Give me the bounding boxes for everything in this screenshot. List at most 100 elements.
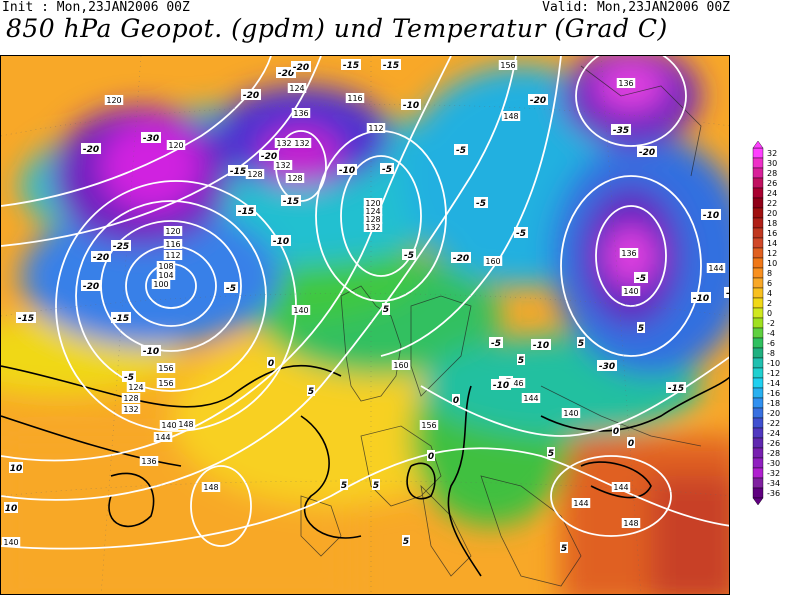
colorbar-tick-label: -8 (767, 349, 775, 358)
temperature-label: -5 (516, 229, 526, 239)
temperature-label-bg (291, 61, 311, 72)
geopotential-label: 156 (158, 364, 173, 373)
temperature-label-bg (276, 67, 296, 78)
temperature-label: -5 (404, 251, 414, 261)
temperature-label: 0 (428, 452, 434, 462)
temperature-label-bg (267, 357, 275, 368)
colorbar-swatch (752, 337, 764, 349)
colorbar-tick-label: 14 (767, 239, 777, 248)
geopotential-label-bg (245, 169, 265, 179)
colorbar-swatch (752, 427, 764, 439)
geopotential-label-bg (126, 382, 146, 392)
temperature-label: -20 (83, 145, 99, 155)
temperature-label: 5 (341, 481, 347, 491)
geopotential-label: 120 (365, 199, 380, 208)
temperature-label-bg (427, 450, 435, 461)
temperature-isolines (1, 364, 729, 577)
temperature-label-bg (489, 337, 503, 348)
init-time-label: Init : Mon,23JAN2006 00Z (2, 0, 190, 15)
geopotential-label-bg (151, 279, 171, 289)
temperature-label-bg (372, 479, 380, 490)
geopotential-label: 136 (618, 79, 633, 88)
colorbar-tick-label: 22 (767, 199, 777, 208)
colorbar-swatch (752, 487, 764, 499)
colorbar-bottom-arrow (752, 497, 764, 506)
geopotential-label: 128 (123, 394, 138, 403)
color-scale-legend: 32 30 28 26 24 22 20 18 16 14 12 10 8 6 4 2 0 -2 -4 -6 -8 -10… (752, 140, 790, 510)
temperature-label-bg (271, 235, 291, 246)
temperature-label: -15 (230, 167, 246, 177)
geopotential-label: 148 (623, 519, 638, 528)
temperature-label-bg (401, 99, 421, 110)
geopotential-label-bg (159, 420, 179, 430)
colorbar-tick-label: -6 (767, 339, 775, 348)
geopotential-label: 140 (161, 421, 176, 430)
temperature-label-bg (491, 379, 511, 390)
colorbar-tick-label: 20 (767, 209, 777, 218)
colorbar-swatch (752, 477, 764, 489)
colorbar-swatch (752, 147, 764, 159)
geopotential-label: 144 (155, 433, 170, 442)
colorbar-swatch (752, 227, 764, 239)
temperature-label: -20 (639, 148, 655, 158)
geopotential-label-bg (363, 198, 383, 208)
colorbar-swatch (752, 457, 764, 469)
temperature-label: -10 (403, 101, 419, 111)
temperature-label: 0 (453, 396, 459, 406)
temperature-label: -10 (493, 381, 509, 391)
geopotential-label-bg (292, 138, 312, 148)
colorbar-tick-label: 2 (767, 299, 772, 308)
geopotential-label: 160 (485, 257, 500, 266)
temperature-label-bg (634, 272, 648, 283)
temperature-label-bg (340, 479, 348, 490)
colorbar-swatch (752, 297, 764, 309)
temperature-label: -10 (703, 211, 719, 221)
temperature-label-bg (612, 425, 620, 436)
geopotential-label: 148 (203, 483, 218, 492)
geopotential-label: 144 (573, 499, 588, 508)
temperature-label: -20 (530, 96, 546, 106)
geopotential-label: 124 (289, 84, 304, 93)
geopotential-label-bg (366, 123, 386, 133)
colorbar-swatch (752, 197, 764, 209)
temperature-label-bg (454, 144, 468, 155)
temperature-label: -20 (261, 152, 277, 162)
chart-title: 850 hPa Geopot. (gpdm) und Temperatur (G… (6, 14, 668, 43)
temperature-label-bg (637, 322, 645, 333)
geopotential-label: 108 (158, 262, 173, 271)
temperature-label-bg (531, 339, 551, 350)
geopotential-label-bg (419, 420, 439, 430)
geopotential-label: 128 (365, 215, 380, 224)
geopotential-label: 156 (158, 379, 173, 388)
temperature-label: -15 (283, 197, 299, 207)
geopotential-label-bg (285, 173, 305, 183)
geopotential-label: 160 (393, 361, 408, 370)
temperature-label-bg (637, 146, 657, 157)
temperature-label: 5 (518, 356, 524, 366)
geopotential-label: 136 (293, 109, 308, 118)
temperature-label-bg (701, 209, 721, 220)
colorbar-tick-label: -12 (767, 369, 780, 378)
geopotential-label: 124 (365, 207, 380, 216)
temperature-label-bg (337, 164, 357, 175)
temperature-labels: -20-20-30-15-20-20-15 -10 -5-10-15-5-5-5-2… (4, 59, 729, 554)
temperature-label-bg (452, 394, 460, 405)
temperature-label-bg (691, 292, 711, 303)
geopotential-label-bg (391, 360, 411, 370)
temperature-label-bg (514, 227, 528, 238)
temperature-label: -30 (599, 362, 615, 372)
temperature-label: -20 (278, 69, 294, 79)
geopotential-label-bg (291, 108, 311, 118)
colorbar-tick-label: 26 (767, 179, 777, 188)
geopotential-label-bg (561, 408, 581, 418)
colorbar-tick-label: 8 (767, 269, 772, 278)
temperature-label: -20 (453, 254, 469, 264)
temperature-label-bg (81, 143, 101, 154)
temperature-label: -10 (693, 294, 709, 304)
temperature-label: 0 (613, 427, 619, 437)
temperature-label: -15 (113, 314, 129, 324)
geopotential-label-bg (619, 248, 639, 258)
geopotential-label-bg (521, 393, 541, 403)
geopotential-label: 132 (365, 223, 380, 232)
temperature-label-bg (577, 337, 585, 348)
